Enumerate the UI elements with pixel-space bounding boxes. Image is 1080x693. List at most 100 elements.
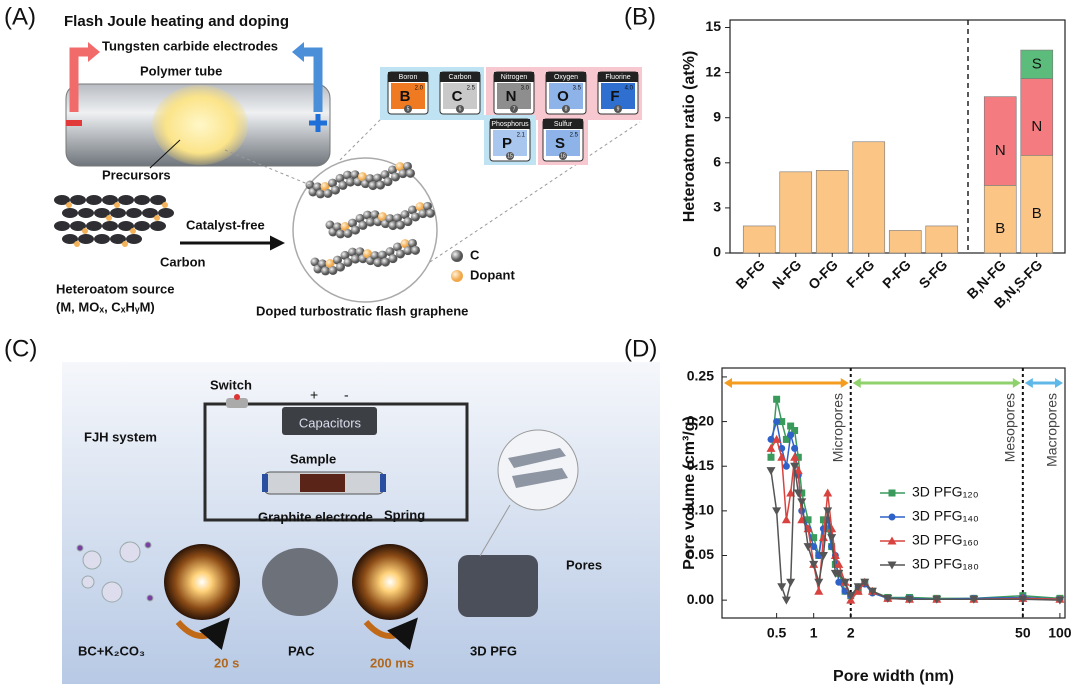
carbon-atom: [351, 225, 360, 235]
marker: [781, 596, 791, 605]
carbon-atom: [328, 178, 337, 188]
label: Pores: [566, 557, 602, 572]
marker: [860, 578, 870, 587]
marker: [819, 516, 827, 524]
legend-label: C: [470, 247, 480, 262]
carbon-atom: [340, 250, 350, 260]
electronegativity: 3.5: [573, 86, 582, 92]
step-arrow: [363, 617, 418, 650]
pac-particle: [262, 548, 338, 616]
plot-frame: [721, 367, 1066, 619]
element-symbol: C: [452, 88, 463, 105]
number-badge: [506, 152, 514, 160]
carbon-atom: [403, 161, 412, 171]
x-tick-label: 100: [1048, 625, 1072, 641]
carbon-atom: [346, 177, 355, 187]
carbon-atom: [343, 257, 353, 267]
marker: [1018, 595, 1028, 604]
carbon-atom: [381, 257, 390, 267]
element-symbol: F: [610, 88, 619, 105]
label: Heteroatom source: [56, 281, 174, 296]
marker: [834, 559, 844, 568]
carbon-atom: [323, 188, 333, 198]
label: Spring: [384, 507, 425, 522]
flash: [164, 544, 240, 620]
carbon-particle: [54, 195, 70, 205]
carbon-atom: [368, 181, 378, 191]
electronegativity: 2.0: [415, 86, 424, 92]
y-tick-label: 12: [705, 63, 721, 79]
carbon-particle: [94, 208, 110, 218]
tile-header: [598, 72, 638, 82]
carbon-atom: [383, 177, 393, 187]
number-badge: [404, 105, 412, 113]
marker: [904, 595, 914, 604]
y-tick-label: 6: [713, 154, 721, 170]
carbon-particle: [110, 234, 126, 244]
atomic-number: 9: [617, 106, 620, 112]
carbon-atom: [338, 180, 348, 190]
zoom-circle: [497, 429, 579, 511]
carbon-particle: [150, 221, 166, 231]
panel-title: Flash Joule heating and doping: [64, 13, 289, 30]
y-tick-label: 0.20: [687, 412, 714, 428]
element-name: Nitrogen: [501, 74, 528, 81]
carbon-particle: [70, 221, 86, 231]
dopant-particle: [154, 215, 160, 221]
electronegativity: 2.1: [517, 133, 526, 139]
dopant-particle: [114, 202, 120, 208]
dopant-particle: [106, 215, 112, 221]
atomic-number: 7: [513, 106, 516, 112]
y-tick-label: 0.15: [687, 457, 714, 473]
arrow-left: [69, 47, 92, 112]
segment-label: B: [1032, 205, 1042, 222]
marker: [804, 516, 812, 524]
bar: [983, 96, 1017, 186]
segment-label: N: [1031, 118, 1042, 135]
legend-label: 3D PFG₁₄₀: [912, 508, 979, 524]
carbon-atom: [318, 259, 327, 269]
bar: [779, 171, 813, 254]
label: Polymer tube: [140, 63, 222, 78]
tile-body: [601, 83, 635, 109]
carbon-atom: [316, 189, 325, 199]
x-axis-title: Pore width (nm): [833, 668, 954, 685]
carbon-particle: [78, 234, 94, 244]
carbon-particle: [62, 208, 78, 218]
step-arrow: [175, 617, 230, 650]
carbon-atom: [365, 174, 375, 184]
marker: [773, 395, 781, 403]
carbon-atom: [310, 257, 320, 267]
marker: [853, 583, 863, 592]
flash: [352, 544, 428, 620]
x-tick-label: N-FG: [769, 256, 805, 292]
label: 3D PFG: [470, 643, 517, 658]
y-tick-label: 0: [713, 244, 721, 260]
electronegativity: 3.0: [521, 86, 530, 92]
dopant-atom: [358, 172, 367, 182]
carbon-atom: [355, 247, 365, 257]
carbon-particle: [134, 195, 150, 205]
leader: [149, 139, 181, 169]
carbon-atom: [408, 238, 417, 248]
pore-sheets: [508, 448, 568, 488]
label: Tungsten carbide electrodes: [102, 38, 278, 53]
y-axis-title: Heteroatom ratio (at%): [681, 51, 698, 223]
dopant-atom: [320, 181, 330, 191]
segment-label: N: [995, 142, 1006, 159]
label: Capacitors: [299, 415, 362, 430]
carbon-atom: [388, 221, 398, 231]
element-symbol: B: [400, 88, 411, 105]
y-tick-label: 3: [713, 199, 721, 215]
tile-body: [493, 130, 527, 156]
carbon-atom: [313, 182, 322, 192]
legend-label: Dopant: [470, 267, 515, 282]
element-name: Phosphorus: [491, 121, 529, 128]
carbon-atom: [411, 212, 420, 222]
carbon-atom: [396, 220, 405, 230]
element-symbol: S: [555, 135, 565, 152]
tile-body: [546, 130, 580, 156]
carbon-particle: [54, 221, 70, 231]
carbon-atom: [348, 218, 357, 228]
panel-c: Capacitors + - Switch FJH system Sample …: [62, 362, 660, 684]
